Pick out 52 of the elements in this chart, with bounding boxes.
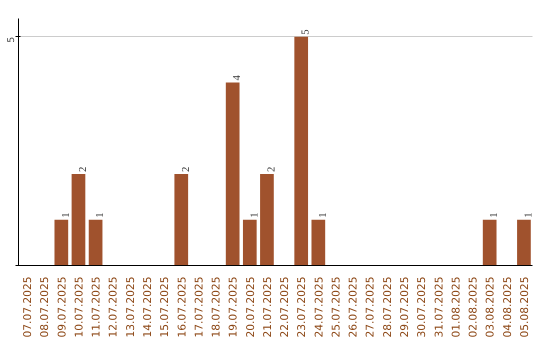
x-tick-label: 28.07.2025 — [380, 276, 394, 338]
x-tick-label: 09.07.2025 — [55, 276, 68, 338]
bar — [72, 174, 86, 266]
data-label: 2 — [78, 166, 89, 172]
x-tick-label: 11.07.2025 — [90, 276, 103, 338]
data-label: 2 — [266, 166, 278, 172]
x-tick-label: 30.07.2025 — [415, 276, 428, 338]
x-tick-label: 05.08.2025 — [518, 276, 531, 338]
x-tick-label: 20.07.2025 — [244, 276, 257, 338]
x-tick-label: 12.07.2025 — [106, 276, 120, 338]
data-label: 1 — [489, 212, 500, 218]
x-tick-label: 08.07.2025 — [38, 276, 52, 338]
bar — [517, 220, 531, 266]
data-label: 1 — [60, 212, 72, 218]
bar — [54, 220, 68, 266]
data-label: 4 — [232, 74, 244, 81]
x-tick-label: 23.07.2025 — [295, 276, 308, 338]
bar — [226, 82, 240, 266]
x-tick-label: 27.07.2025 — [364, 276, 377, 338]
x-tick-label: 25.07.2025 — [329, 276, 342, 338]
x-tick-label: 03.08.2025 — [484, 276, 497, 338]
data-label: 1 — [95, 212, 106, 218]
bar — [311, 220, 326, 266]
bar — [174, 174, 188, 266]
data-label: 1 — [318, 212, 329, 218]
x-tick-label: 29.07.2025 — [398, 276, 411, 338]
bar — [242, 220, 257, 266]
x-tick-label: 26.07.2025 — [346, 276, 360, 338]
x-tick-label: 01.08.2025 — [449, 276, 462, 338]
x-tick-label: 04.08.2025 — [500, 276, 514, 338]
x-tick-label: 22.07.2025 — [278, 276, 292, 338]
x-tick-label: 21.07.2025 — [260, 276, 274, 338]
data-label: 1 — [523, 212, 534, 218]
x-tick-label: 13.07.2025 — [124, 276, 137, 338]
bar — [294, 36, 308, 266]
x-tick-label: 15.07.2025 — [158, 276, 172, 338]
x-tick-label: 16.07.2025 — [175, 276, 188, 338]
x-tick-label: 31.07.2025 — [432, 276, 446, 338]
x-tick-label: 18.07.2025 — [210, 276, 223, 338]
bar — [88, 220, 102, 266]
x-tick-label: 17.07.2025 — [192, 276, 206, 338]
x-tick-label: 24.07.2025 — [312, 276, 326, 338]
data-label: 5 — [300, 29, 312, 35]
data-label: 2 — [180, 166, 192, 172]
x-tick-label: 14.07.2025 — [141, 276, 154, 338]
x-tick-label: 02.08.2025 — [466, 276, 480, 338]
data-label: 1 — [249, 212, 260, 218]
bar — [260, 174, 274, 266]
x-tick-label: 07.07.2025 — [21, 276, 34, 338]
x-tick-label: 10.07.2025 — [72, 276, 86, 338]
x-tick-label: 19.07.2025 — [226, 276, 240, 338]
bar — [482, 220, 497, 266]
